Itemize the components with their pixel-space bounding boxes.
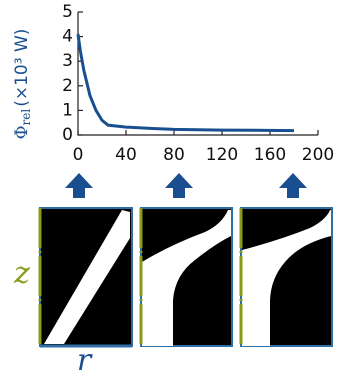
x-tick-label: 80 [163, 145, 185, 165]
y-tick-label: 2 [62, 76, 73, 96]
r-label: r [77, 343, 93, 378]
y-label-unit: (×10³ W) [12, 29, 32, 107]
x-tick-label: 40 [115, 145, 137, 165]
panel-shape [142, 210, 231, 346]
y-tick-label: 4 [62, 27, 73, 47]
y-label-subscript: rel [19, 109, 33, 126]
y-tick-label: 1 [62, 100, 73, 120]
panels [38, 207, 333, 348]
y-label-symbol: Φ [12, 125, 32, 139]
panel-shape [44, 210, 130, 344]
y-tick-label: 0 [62, 125, 73, 145]
arrow [65, 173, 93, 198]
x-tick-label: 120 [206, 145, 238, 165]
panel-shape [242, 210, 331, 346]
y-tick-label: 5 [62, 2, 73, 22]
axis-edges [38, 208, 243, 346]
x-tick-label: 160 [254, 145, 286, 165]
data-line [76, 33, 295, 133]
y-axis-label: Φrel (×10³ W) [12, 29, 33, 140]
axis-frame [77, 12, 318, 136]
arrows [65, 173, 307, 198]
x-tick-label: 200 [302, 145, 334, 165]
arrow [165, 173, 193, 198]
z-label: z [13, 256, 30, 291]
x-tick-label: 0 [73, 145, 84, 165]
y-tick-label: 3 [62, 51, 73, 71]
arrow [279, 173, 307, 198]
